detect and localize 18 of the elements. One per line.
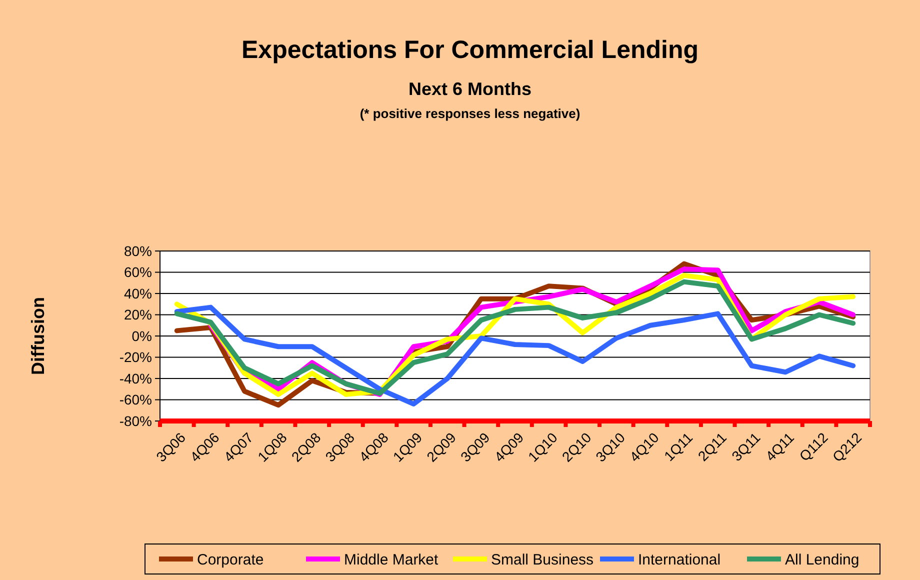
y-tick-label: 0% bbox=[132, 328, 152, 344]
legend-label: Small Business bbox=[491, 551, 594, 568]
y-tick-label: -20% bbox=[119, 349, 152, 366]
y-tick-label: 80% bbox=[124, 242, 152, 259]
chart-subtitle: Next 6 Months bbox=[408, 79, 532, 99]
y-tick-label: -60% bbox=[119, 392, 152, 408]
legend-label: International bbox=[638, 551, 721, 568]
y-tick-label: -40% bbox=[119, 370, 152, 386]
y-tick-label: -80% bbox=[119, 412, 152, 429]
legend-label: Middle Market bbox=[344, 551, 440, 568]
y-axis-title: Diffusion bbox=[28, 297, 48, 375]
y-tick-label: 20% bbox=[124, 306, 152, 323]
legend-label: Corporate bbox=[197, 551, 264, 568]
text: (* positive responses less negative) bbox=[360, 106, 580, 121]
y-tick-label: 40% bbox=[124, 285, 152, 302]
y-tick-label: 60% bbox=[124, 264, 152, 280]
chart-title: Expectations For Commercial Lending bbox=[241, 36, 699, 64]
legend-label: All Lending bbox=[785, 551, 860, 568]
